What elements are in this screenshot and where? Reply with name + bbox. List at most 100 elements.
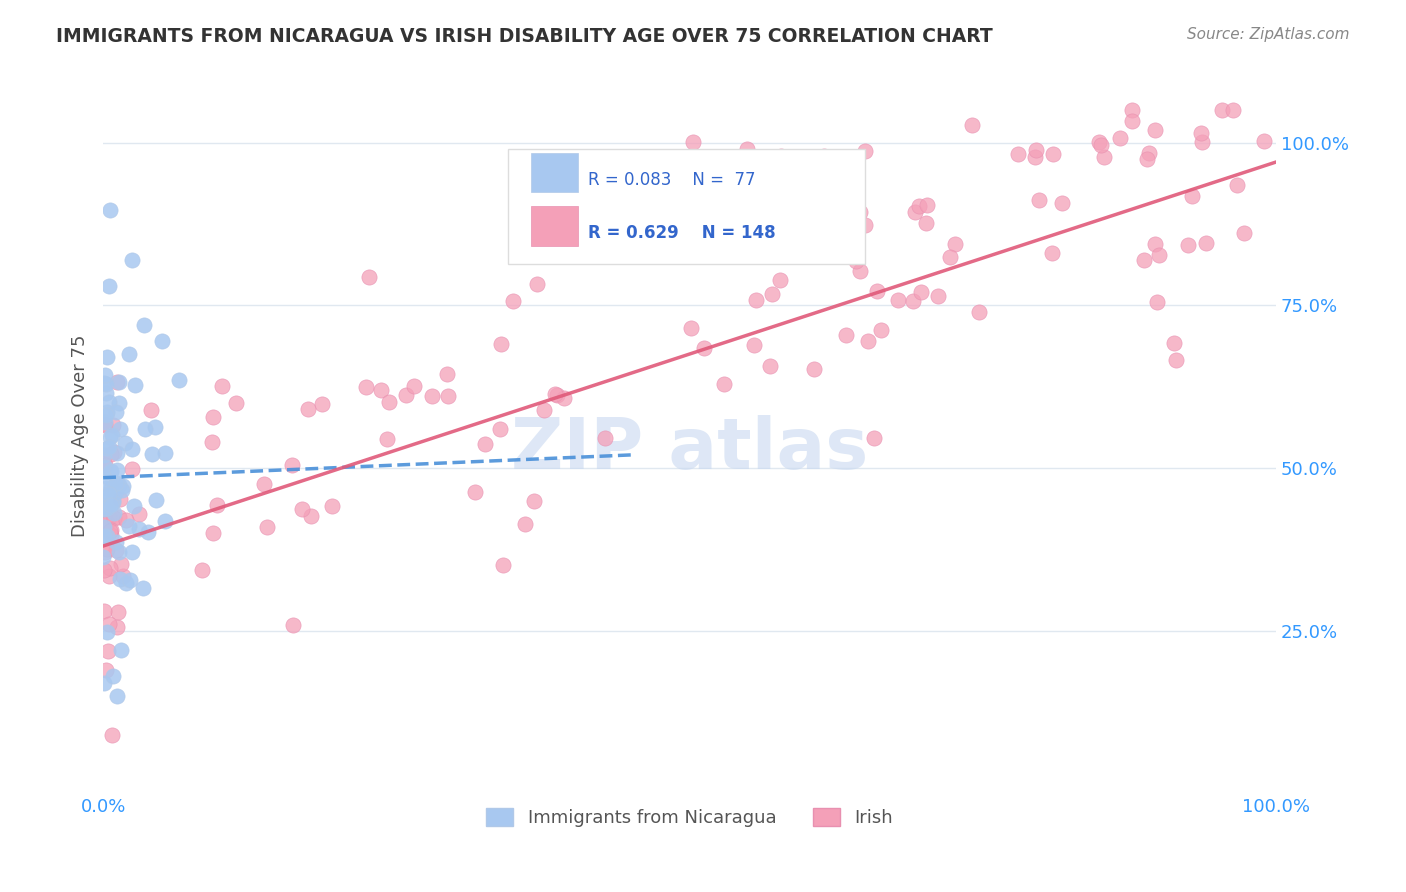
Point [553, 392, 575, 406]
Point [939, 251, 962, 265]
Point [378, 394, 401, 409]
Point [887, 293, 910, 308]
Point [100, 523, 122, 537]
Point [93, 603, 115, 617]
Point [132, 581, 155, 595]
Point [1040, 245, 1063, 260]
Point [967, 305, 990, 319]
Point [849, 264, 872, 278]
Point [1177, 238, 1199, 252]
Point [281, 617, 304, 632]
Point [1146, 295, 1168, 310]
Point [1233, 227, 1256, 241]
Point [1109, 131, 1132, 145]
Text: ZIP atlas: ZIP atlas [510, 415, 868, 484]
Point [761, 286, 783, 301]
Point [299, 509, 322, 524]
Point [104, 543, 127, 558]
Point [256, 520, 278, 534]
Text: IMMIGRANTS FROM NICARAGUA VS IRISH DISABILITY AGE OVER 75 CORRELATION CHART: IMMIGRANTS FROM NICARAGUA VS IRISH DISAB… [56, 27, 993, 45]
Point [128, 507, 150, 521]
Point [201, 434, 224, 449]
Point [153, 514, 176, 528]
Point [121, 461, 143, 475]
Point [354, 380, 377, 394]
Point [855, 218, 877, 232]
Point [845, 253, 868, 268]
Point [91, 456, 114, 470]
Point [94, 545, 117, 559]
Point [1090, 138, 1112, 153]
Point [145, 492, 167, 507]
Point [1189, 126, 1212, 140]
Point [1092, 150, 1115, 164]
Point [98, 471, 121, 485]
Point [98, 616, 121, 631]
Legend: Immigrants from Nicaragua, Irish: Immigrants from Nicaragua, Irish [479, 801, 900, 834]
Point [96, 529, 118, 543]
Point [104, 486, 127, 500]
Point [101, 727, 124, 741]
Point [370, 383, 392, 397]
Point [910, 285, 932, 299]
Point [1147, 248, 1170, 262]
Point [121, 252, 143, 267]
Point [436, 367, 458, 381]
Point [103, 492, 125, 507]
Point [105, 534, 128, 549]
Point [108, 545, 131, 559]
Point [745, 293, 768, 307]
Point [437, 389, 460, 403]
Point [100, 481, 122, 495]
Point [321, 499, 343, 513]
Point [105, 463, 128, 477]
Point [1042, 147, 1064, 161]
Point [544, 386, 567, 401]
Point [101, 417, 124, 432]
Point [111, 569, 134, 583]
Point [124, 378, 146, 392]
Point [93, 520, 115, 534]
Point [474, 437, 496, 451]
Point [96, 542, 118, 557]
Point [134, 318, 156, 332]
Point [375, 432, 398, 446]
Point [770, 149, 793, 163]
Y-axis label: Disability Age Over 75: Disability Age Over 75 [72, 334, 89, 537]
Point [94, 481, 117, 495]
Point [112, 479, 135, 493]
Point [136, 525, 159, 540]
Point [253, 477, 276, 491]
Point [105, 689, 128, 703]
Point [96, 376, 118, 391]
Point [211, 379, 233, 393]
Point [742, 338, 765, 352]
Point [595, 431, 617, 445]
Point [853, 145, 876, 159]
Point [120, 573, 142, 587]
Point [97, 497, 120, 511]
Point [153, 446, 176, 460]
Point [152, 334, 174, 348]
Point [960, 118, 983, 132]
Point [94, 368, 117, 383]
Point [121, 442, 143, 456]
Point [533, 403, 555, 417]
Point [97, 644, 120, 658]
Point [202, 525, 225, 540]
Point [225, 396, 247, 410]
Point [856, 334, 879, 348]
Point [489, 336, 512, 351]
Point [713, 377, 735, 392]
Point [863, 431, 886, 445]
Point [110, 643, 132, 657]
Point [681, 321, 703, 335]
Point [108, 396, 131, 410]
Point [1050, 196, 1073, 211]
Point [1007, 147, 1029, 161]
Point [1121, 114, 1143, 128]
Point [669, 247, 692, 261]
Point [526, 277, 548, 291]
Point [1088, 136, 1111, 150]
Point [128, 523, 150, 537]
